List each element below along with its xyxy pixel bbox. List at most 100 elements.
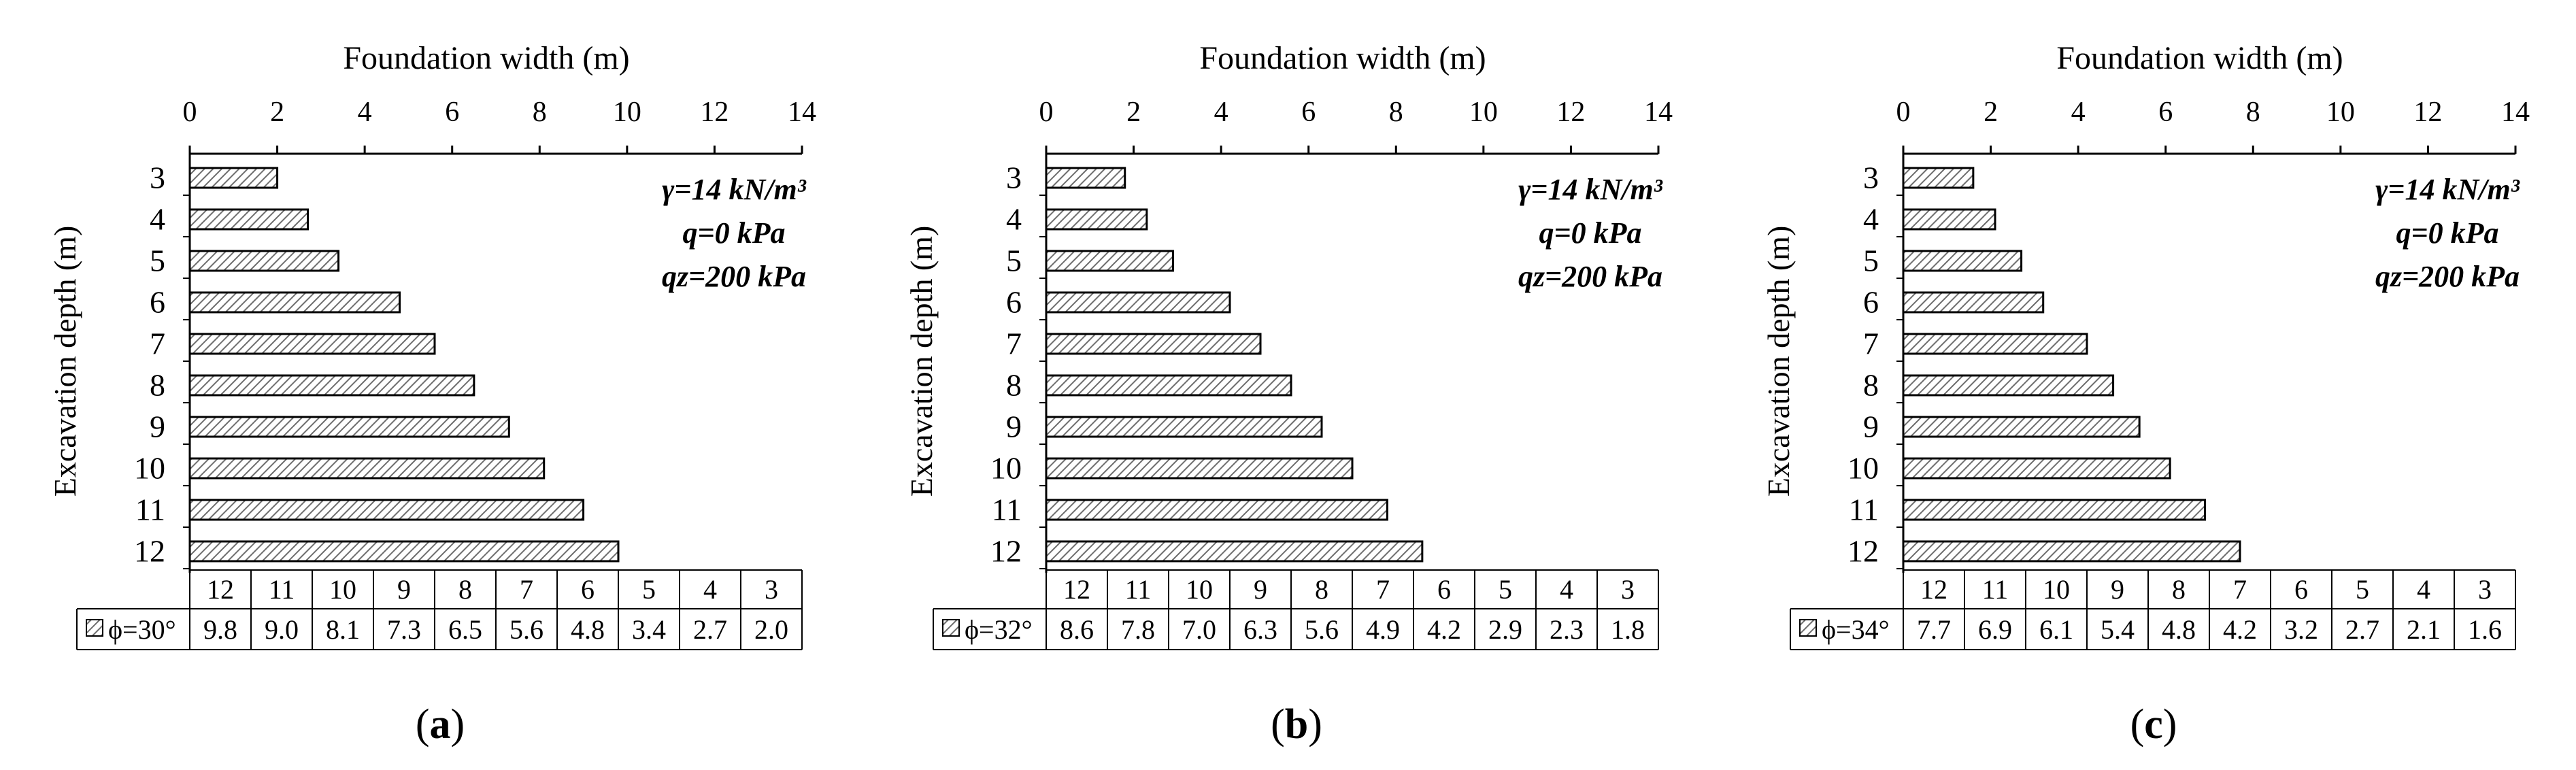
table-header-cell: 6	[581, 574, 595, 605]
y-tick-label: 9	[1863, 409, 1879, 444]
chart-panel-c: Foundation width (m) 0 2 4 6 8 10 12 14 Excavatio…	[1761, 40, 2530, 748]
x-tick-label: 6	[2158, 97, 2173, 128]
y-tick-label: 8	[1863, 368, 1879, 403]
table-header-cell: 11	[1125, 574, 1152, 605]
y-tick-label: 6	[1006, 285, 1022, 320]
x-tick-label: 10	[2326, 97, 2355, 128]
y-tick-label: 9	[1006, 409, 1022, 444]
table-value-cell: 5.4	[2101, 614, 2135, 645]
y-tick-label: 4	[1006, 202, 1022, 237]
table-header-cell: 7	[1376, 574, 1390, 605]
table-value-cell: 4.2	[1427, 614, 1461, 645]
bar-depth-5	[1902, 250, 2023, 272]
bar-depth-10	[1902, 457, 2171, 480]
x-tick-label: 8	[2246, 97, 2260, 128]
table-header-cell: 11	[269, 574, 295, 605]
y-tick-label: 5	[150, 244, 165, 278]
table-value-cell: 2.7	[693, 614, 727, 645]
table-header-cell: 12	[1063, 574, 1090, 605]
legend-swatch	[942, 619, 960, 637]
bar-depth-4	[188, 208, 310, 231]
bar-depth-11	[188, 499, 585, 521]
bar-depth-12	[1045, 540, 1424, 563]
chart-title: Foundation width (m)	[343, 40, 629, 76]
table-value-cell: 1.6	[2468, 614, 2502, 645]
bar-depth-9	[1045, 416, 1323, 438]
y-axis-label: Excavation depth (m)	[904, 226, 939, 497]
bar-depth-6	[1902, 291, 2045, 314]
y-tick-label: 8	[150, 368, 165, 403]
x-tick-label: 6	[1301, 97, 1316, 128]
table-value-cell: 6.3	[1243, 614, 1277, 645]
legend-label: ϕ=34°	[1822, 614, 1890, 645]
table-value-cell: 2.0	[754, 614, 788, 645]
table-header-cell: 3	[765, 574, 778, 605]
table-header-cell: 11	[1982, 574, 2009, 605]
y-tick-label: 10	[990, 451, 1022, 486]
y-tick-label: 3	[150, 161, 165, 195]
table-value-cell: 7.8	[1121, 614, 1155, 645]
table-value-cell: 5.6	[1305, 614, 1339, 645]
bar-depth-10	[1045, 457, 1354, 480]
x-tick-label: 8	[1389, 97, 1403, 128]
table-header-cell: 10	[2043, 574, 2070, 605]
panel-label: (c)	[2130, 701, 2177, 748]
bar-depth-6	[188, 291, 401, 314]
legend-label: ϕ=30°	[108, 614, 176, 645]
annotation-1: γ=14 kN/m³	[1518, 173, 1663, 206]
annotation-2: q=0 kPa	[683, 216, 786, 250]
y-axis-label: Excavation depth (m)	[1761, 226, 1796, 497]
chart-title: Foundation width (m)	[1199, 40, 1486, 76]
x-tick-label: 4	[358, 97, 372, 128]
annotation-2: q=0 kPa	[1539, 216, 1642, 250]
annotation-1: γ=14 kN/m³	[662, 173, 807, 206]
table-header-cell: 4	[1560, 574, 1573, 605]
table-header-cell: 6	[1437, 574, 1451, 605]
annotation-2: q=0 kPa	[2396, 216, 2499, 250]
bar-depth-4	[1045, 208, 1148, 231]
bar-depth-11	[1045, 499, 1388, 521]
table-value-cell: 2.3	[1550, 614, 1584, 645]
y-tick-label: 6	[150, 285, 165, 320]
y-tick-label: 11	[135, 492, 165, 527]
y-tick-label: 11	[1849, 492, 1879, 527]
table-header-cell: 3	[2478, 574, 2492, 605]
bar-depth-9	[188, 416, 510, 438]
y-tick-label: 7	[150, 327, 165, 361]
y-tick-label: 6	[1863, 285, 1879, 320]
table-header-cell: 5	[642, 574, 656, 605]
x-tick-label: 0	[183, 97, 197, 128]
table-header-cell: 8	[458, 574, 472, 605]
table-value-cell: 2.1	[2407, 614, 2441, 645]
annotation-3: qz=200 kPa	[1518, 260, 1662, 293]
y-tick-label: 4	[1863, 202, 1879, 237]
table-value-cell: 4.2	[2223, 614, 2257, 645]
table-value-cell: 4.8	[2162, 614, 2196, 645]
table-header-cell: 3	[1621, 574, 1635, 605]
bar-depth-4	[1902, 208, 1996, 231]
y-tick-label: 12	[1847, 534, 1879, 569]
y-tick-label: 3	[1863, 161, 1879, 195]
annotation-3: qz=200 kPa	[2375, 260, 2520, 293]
table-value-cell: 2.7	[2345, 614, 2379, 645]
table-value-cell: 1.8	[1611, 614, 1645, 645]
y-axis-label: Excavation depth (m)	[48, 226, 82, 497]
panel-label: (b)	[1271, 701, 1322, 748]
x-tick-label: 10	[1469, 97, 1498, 128]
bar-depth-6	[1045, 291, 1231, 314]
y-tick-label: 7	[1863, 327, 1879, 361]
table-value-cell: 8.6	[1060, 614, 1094, 645]
table-value-cell: 6.1	[2039, 614, 2073, 645]
y-tick-label: 5	[1006, 244, 1022, 278]
x-tick-label: 2	[270, 97, 284, 128]
annotation-3: qz=200 kPa	[662, 260, 806, 293]
table-header-cell: 10	[329, 574, 356, 605]
y-tick-label: 4	[150, 202, 165, 237]
panel-label: (a)	[416, 701, 465, 748]
annotation-1: γ=14 kN/m³	[2375, 173, 2520, 206]
table-header-cell: 12	[1920, 574, 1947, 605]
x-tick-label: 12	[2413, 97, 2442, 128]
bar-depth-8	[1902, 374, 2115, 397]
bar-depth-3	[188, 167, 279, 189]
x-tick-label: 4	[2071, 97, 2086, 128]
